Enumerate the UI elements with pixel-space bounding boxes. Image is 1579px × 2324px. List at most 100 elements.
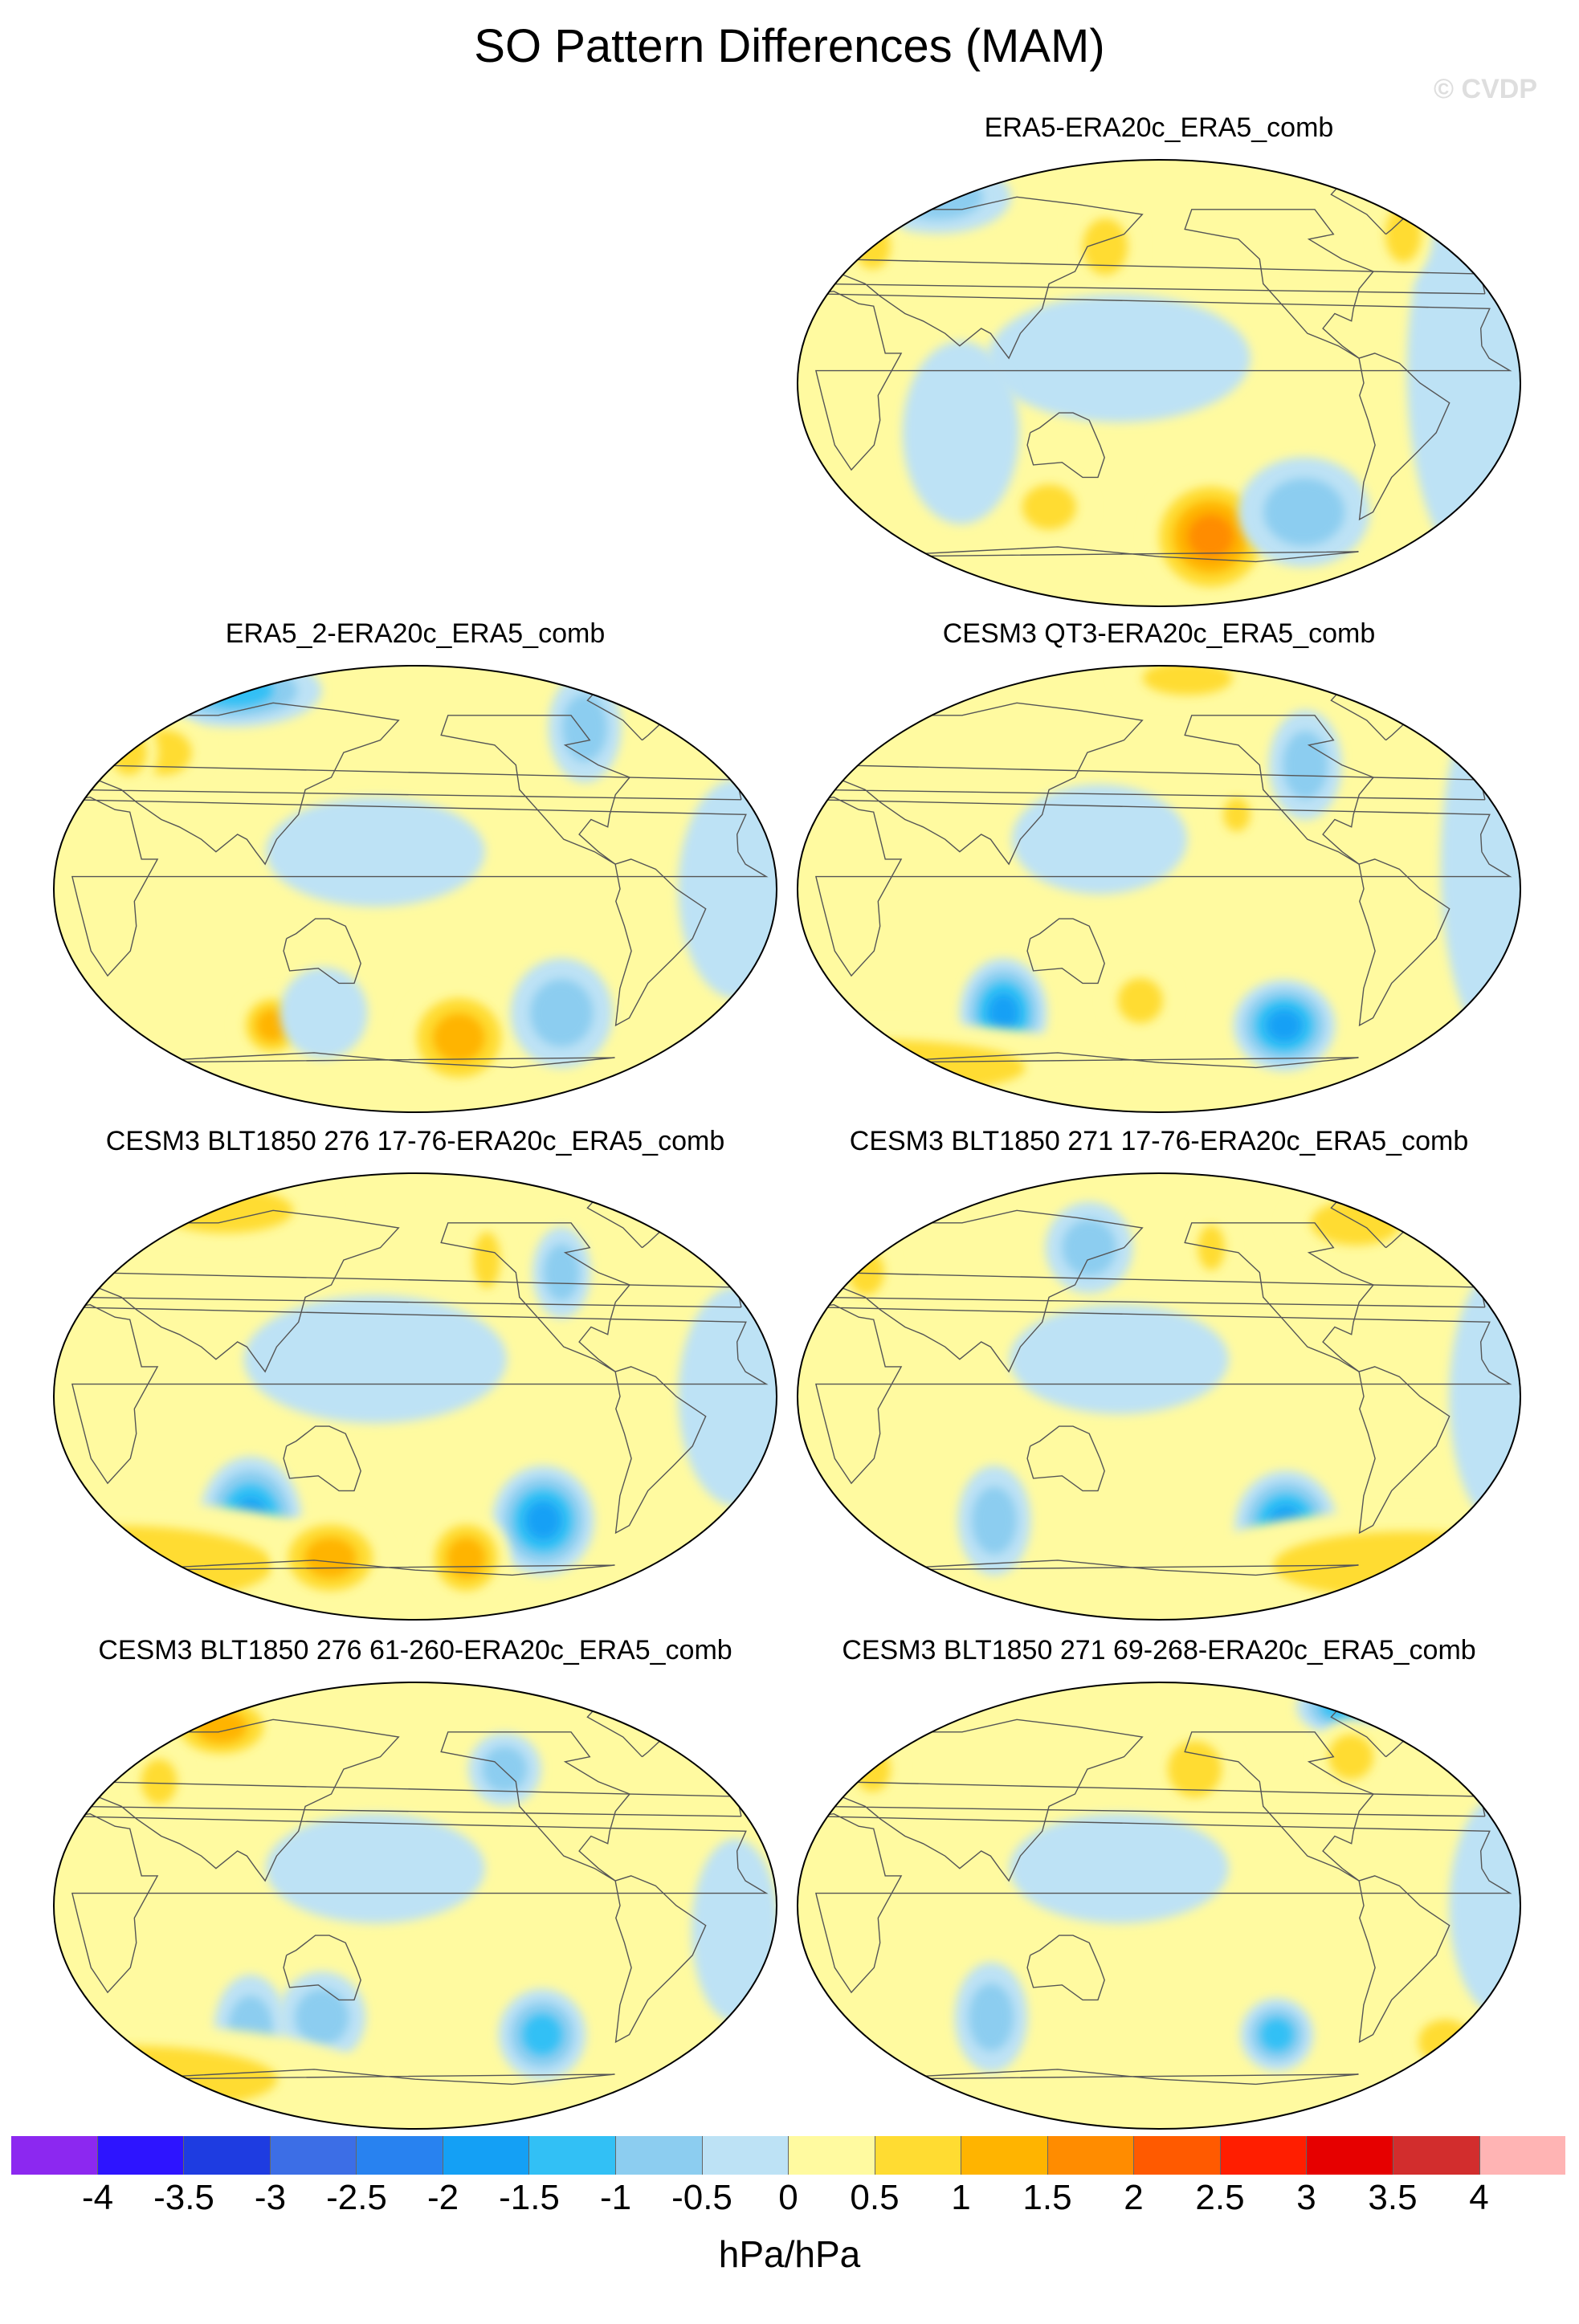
coastline xyxy=(440,1222,631,1372)
colorbar-tick-label: -1 xyxy=(599,2178,632,2217)
colorbar-tick-label: 2.5 xyxy=(1195,2178,1245,2217)
coastline xyxy=(283,918,361,985)
coastline xyxy=(440,1731,631,1882)
anomaly-contour xyxy=(482,1747,528,1792)
anomaly-contour xyxy=(1328,1734,1374,1780)
map-border xyxy=(53,1682,777,2130)
coastline xyxy=(1184,209,1375,359)
colorbar-tick-label: 3 xyxy=(1296,2178,1316,2217)
anomaly-contour xyxy=(1167,1741,1222,1798)
colorbar-ticks: -4 -3.5 -3 -2.5 -2 -1.5 -1 -0.5 0 0.5 1 1.5 2 2.5 3 3.5… xyxy=(11,2178,1565,2226)
colorbar-box xyxy=(702,2136,790,2175)
coastline xyxy=(1184,715,1375,865)
map-canvas xyxy=(53,665,777,1113)
map-border xyxy=(53,665,777,1113)
contour-field xyxy=(798,1682,1520,2129)
coastline xyxy=(283,1935,361,2001)
anomaly-contour xyxy=(265,797,485,907)
anomaly-contour xyxy=(530,979,594,1047)
map-panel: CESM3 BLT1850 271 69-268-ERA20c_ERA5_com… xyxy=(794,1635,1524,2133)
panel-title: CESM3 BLT1850 276 17-76-ERA20c_ERA5_comb xyxy=(105,1126,725,1156)
colorbar-unit-label: hPa/hPa xyxy=(718,2233,861,2275)
anomaly-contour xyxy=(1263,478,1345,546)
map-canvas xyxy=(53,1172,777,1621)
contour-field xyxy=(798,160,1520,606)
anomaly-contour xyxy=(1187,514,1234,560)
contour-field xyxy=(54,1682,777,2129)
colorbar-tick-label: 1.5 xyxy=(1022,2178,1072,2217)
anomaly-contour xyxy=(473,1232,500,1289)
anomaly-contour xyxy=(971,1486,1017,1555)
colorbar-box xyxy=(1047,2136,1135,2175)
coastline xyxy=(1026,918,1105,985)
anomaly-contour xyxy=(543,1244,580,1301)
anomaly-contour xyxy=(864,160,1011,234)
anomaly-contour xyxy=(194,674,273,707)
map-panel: ERA5-ERA20c_ERA5_comb xyxy=(794,112,1524,610)
coastline xyxy=(1026,1425,1105,1492)
anomaly-contour xyxy=(562,694,608,762)
colorbar-box xyxy=(1134,2136,1221,2175)
anomaly-contour xyxy=(892,174,983,220)
anomaly-contour xyxy=(902,340,1020,524)
colorbar-tick-label: -3.5 xyxy=(153,2178,214,2217)
field-background xyxy=(798,666,1520,1112)
anomaly-contour xyxy=(522,2014,562,2055)
colorbar-tick-label: -0.5 xyxy=(671,2178,732,2217)
anomaly-contour xyxy=(1117,977,1163,1024)
coastline xyxy=(1358,353,1450,521)
coastline xyxy=(1026,1935,1105,2001)
map-panel: CESM3 BLT1850 276 17-76-ERA20c_ERA5_comb xyxy=(50,1126,781,1624)
coastline xyxy=(614,1875,707,2044)
map-canvas xyxy=(53,1682,777,2130)
map-panel: CESM3 QT3-ERA20c_ERA5_comb xyxy=(794,618,1524,1116)
anomaly-contour xyxy=(1009,1304,1229,1415)
map-border xyxy=(797,1682,1521,2130)
map-border xyxy=(797,665,1521,1113)
map-panel: CESM3 BLT1850 276 61-260-ERA20c_ERA5_com… xyxy=(50,1635,781,2133)
colorbar-box xyxy=(1479,2136,1566,2175)
colorbar-box xyxy=(1220,2136,1308,2175)
colorbar-box xyxy=(11,2136,98,2175)
colorbar-box xyxy=(789,2136,875,2175)
anomaly-contour xyxy=(1142,666,1233,695)
colorbar-tick-label: -4 xyxy=(81,2178,114,2217)
coastline xyxy=(1026,412,1105,479)
anomaly-contour xyxy=(295,1988,349,2046)
colorbar-tick-label: 1 xyxy=(951,2178,971,2217)
colorbar-box xyxy=(529,2136,616,2175)
colorbar-box xyxy=(1393,2136,1480,2175)
colorbar-tick-label: 3.5 xyxy=(1368,2178,1418,2217)
map-canvas xyxy=(797,1172,1521,1621)
colorbar-box xyxy=(97,2136,185,2175)
colorbar xyxy=(11,2136,1566,2175)
coastline xyxy=(1358,1366,1450,1535)
coastline xyxy=(614,1366,707,1535)
anomaly-contour xyxy=(1022,484,1076,530)
anomaly-contour xyxy=(279,967,368,1059)
coastline xyxy=(1358,1875,1450,2044)
colorbar-tick-label: 4 xyxy=(1469,2178,1489,2217)
map-canvas xyxy=(797,1682,1521,2130)
colorbar-box xyxy=(615,2136,703,2175)
map-canvas xyxy=(797,665,1521,1113)
panel-title: CESM3 BLT1850 271 17-76-ERA20c_ERA5_comb xyxy=(849,1126,1469,1156)
colorbar-tick-label: 0.5 xyxy=(850,2178,900,2217)
panel-title: CESM3 QT3-ERA20c_ERA5_comb xyxy=(942,618,1376,649)
anomaly-contour xyxy=(1266,1009,1303,1042)
map-panel: ERA5_2-ERA20c_ERA5_comb xyxy=(50,618,781,1116)
coastline xyxy=(614,858,707,1027)
contour-field xyxy=(798,1173,1520,1620)
colorbar-tick-label: 0 xyxy=(778,2178,798,2217)
map-panel: CESM3 BLT1850 271 17-76-ERA20c_ERA5_comb xyxy=(794,1126,1524,1624)
contour-field xyxy=(798,666,1520,1112)
contour-field xyxy=(54,1173,777,1620)
anomaly-contour xyxy=(1283,731,1328,799)
watermark: © CVDP xyxy=(1434,74,1537,104)
colorbar-box xyxy=(270,2136,357,2175)
colorbar-tick-label: -2 xyxy=(426,2178,459,2217)
anomaly-contour xyxy=(1449,1796,1520,2016)
colorbar-tick-label: -2.5 xyxy=(326,2178,387,2217)
coastline xyxy=(1184,1222,1375,1372)
anomaly-contour xyxy=(1009,1813,1229,1924)
